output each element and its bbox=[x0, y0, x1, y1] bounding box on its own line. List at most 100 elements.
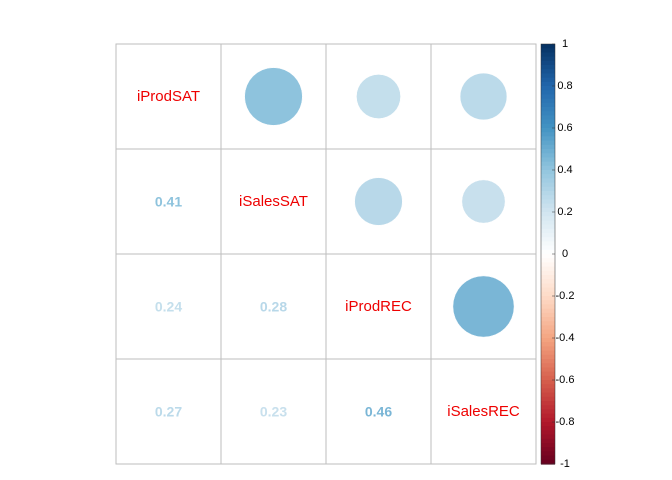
colorbar-segment bbox=[541, 140, 555, 146]
coefficient-label: 0.46 bbox=[365, 404, 392, 420]
cell-3-0 bbox=[115, 358, 222, 465]
colorbar-segment bbox=[541, 153, 555, 158]
colorbar-segment bbox=[541, 409, 555, 415]
colorbar-segment bbox=[541, 65, 555, 70]
colorbar-segment bbox=[541, 329, 555, 335]
colorbar-segment bbox=[541, 304, 555, 310]
colorbar-segment bbox=[541, 430, 555, 436]
colorbar-segment bbox=[541, 300, 555, 305]
colorbar: 1 0.8 0.6 0.4 0.2 0 -0.2 -0.4 -0.6 -0.8 -1 bbox=[540, 38, 575, 470]
colorbar-segment bbox=[541, 287, 555, 293]
colorbar-segment bbox=[541, 98, 555, 104]
colorbar-tick-label: -0.8 bbox=[556, 416, 575, 428]
colorbar-segment bbox=[541, 170, 555, 175]
colorbar-segment bbox=[541, 86, 555, 91]
colorbar-segment bbox=[541, 413, 555, 419]
coefficient-label: 0.24 bbox=[155, 299, 182, 315]
colorbar-segment bbox=[541, 212, 555, 217]
colorbar-segment bbox=[541, 426, 555, 431]
colorbar-segment bbox=[541, 174, 555, 179]
colorbar-segment bbox=[541, 56, 555, 62]
coefficient-label: 0.28 bbox=[260, 299, 287, 315]
colorbar-segment bbox=[541, 359, 555, 364]
colorbar-segment bbox=[541, 182, 555, 188]
colorbar-segment bbox=[541, 279, 555, 284]
colorbar-segment bbox=[541, 233, 555, 238]
colorbar-segment bbox=[541, 363, 555, 368]
colorbar-segment bbox=[541, 417, 555, 423]
colorbar-segment bbox=[541, 384, 555, 389]
colorbar-segment bbox=[541, 165, 555, 171]
colorbar-segment bbox=[541, 119, 555, 125]
colorbar-segment bbox=[541, 459, 555, 465]
colorbar-segment bbox=[541, 317, 555, 322]
colorbar-segment bbox=[541, 350, 555, 356]
colorbar-segment bbox=[541, 254, 555, 259]
colorbar-segment bbox=[541, 203, 555, 209]
colorbar-segment bbox=[541, 380, 555, 385]
cell-2-1 bbox=[220, 253, 327, 360]
colorbar-segment bbox=[541, 262, 555, 268]
colorbar-segment bbox=[541, 375, 555, 381]
coefficient-label: 0.27 bbox=[155, 404, 182, 420]
colorbar-segment bbox=[541, 77, 555, 83]
colorbar-segment bbox=[541, 48, 555, 53]
colorbar-segment bbox=[541, 220, 555, 226]
colorbar-segment bbox=[541, 216, 555, 221]
colorbar-segment bbox=[541, 123, 555, 129]
coefficient-label: 0.23 bbox=[260, 404, 287, 420]
colorbar-segment bbox=[541, 115, 555, 121]
colorbar-segment bbox=[541, 249, 555, 255]
colorbar-segment bbox=[541, 258, 555, 263]
correlation-circle bbox=[356, 74, 401, 119]
colorbar-tick-label: 1 bbox=[562, 38, 568, 50]
colorbar-segment bbox=[541, 296, 555, 301]
diagonal-label: iProdREC bbox=[345, 298, 412, 315]
colorbar-segment bbox=[541, 388, 555, 394]
colorbar-segment bbox=[541, 195, 555, 200]
cell-3-2 bbox=[325, 358, 432, 465]
colorbar-segment bbox=[541, 69, 555, 74]
colorbar-segment bbox=[541, 396, 555, 402]
colorbar-tick-label: 0 bbox=[562, 248, 568, 260]
colorbar-segment bbox=[541, 333, 555, 339]
colorbar-tick-label: -1 bbox=[560, 458, 570, 470]
colorbar-segment bbox=[541, 161, 555, 167]
colorbar-segment bbox=[541, 102, 555, 108]
colorbar-segment bbox=[541, 224, 555, 230]
colorbar-segment bbox=[541, 401, 555, 406]
colorbar-segment bbox=[541, 291, 555, 297]
colorbar-segment bbox=[541, 60, 555, 66]
colorbar-segment bbox=[541, 207, 555, 213]
colorbar-segment bbox=[541, 346, 555, 352]
cell-3-3 bbox=[430, 358, 537, 465]
colorbar-segment bbox=[541, 321, 555, 326]
colorbar-segment bbox=[541, 266, 555, 272]
colorbar-segment bbox=[541, 73, 555, 79]
colorbar-segment bbox=[541, 455, 555, 461]
colorbar-segment bbox=[541, 191, 555, 196]
colorbar-segment bbox=[541, 52, 555, 58]
colorbar-segment bbox=[541, 228, 555, 234]
colorbar-segment bbox=[541, 443, 555, 448]
colorbar-segment bbox=[541, 157, 555, 163]
colorbar-segment bbox=[541, 422, 555, 427]
colorbar-tick-label: -0.2 bbox=[556, 290, 575, 302]
colorbar-segment bbox=[541, 438, 555, 444]
colorbar-tick-label: -0.4 bbox=[556, 332, 575, 344]
colorbar-segment bbox=[541, 275, 555, 280]
colorbar-segment bbox=[541, 241, 555, 247]
colorbar-segment bbox=[541, 245, 555, 251]
colorbar-tick-label: 0.4 bbox=[557, 164, 572, 176]
colorbar-segment bbox=[541, 283, 555, 289]
colorbar-segment bbox=[541, 338, 555, 343]
correlation-circle bbox=[452, 275, 515, 338]
colorbar-tick-label: 0.2 bbox=[557, 206, 572, 218]
colorbar-segment bbox=[541, 111, 555, 116]
colorbar-segment bbox=[541, 136, 555, 142]
colorbar-segment bbox=[541, 325, 555, 331]
correlation-circle bbox=[459, 72, 508, 121]
colorbar-segment bbox=[541, 128, 555, 133]
diagonal-label: iSalesREC bbox=[447, 403, 520, 420]
